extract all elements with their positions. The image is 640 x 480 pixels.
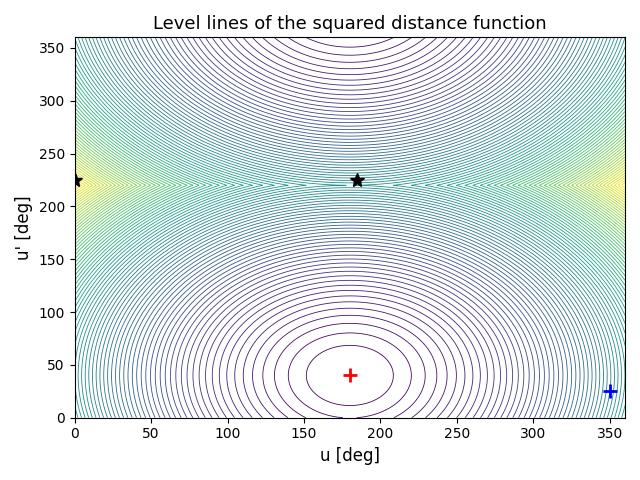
- Title: Level lines of the squared distance function: Level lines of the squared distance func…: [153, 15, 547, 33]
- Y-axis label: u' [deg]: u' [deg]: [15, 195, 33, 260]
- X-axis label: u [deg]: u [deg]: [320, 447, 380, 465]
